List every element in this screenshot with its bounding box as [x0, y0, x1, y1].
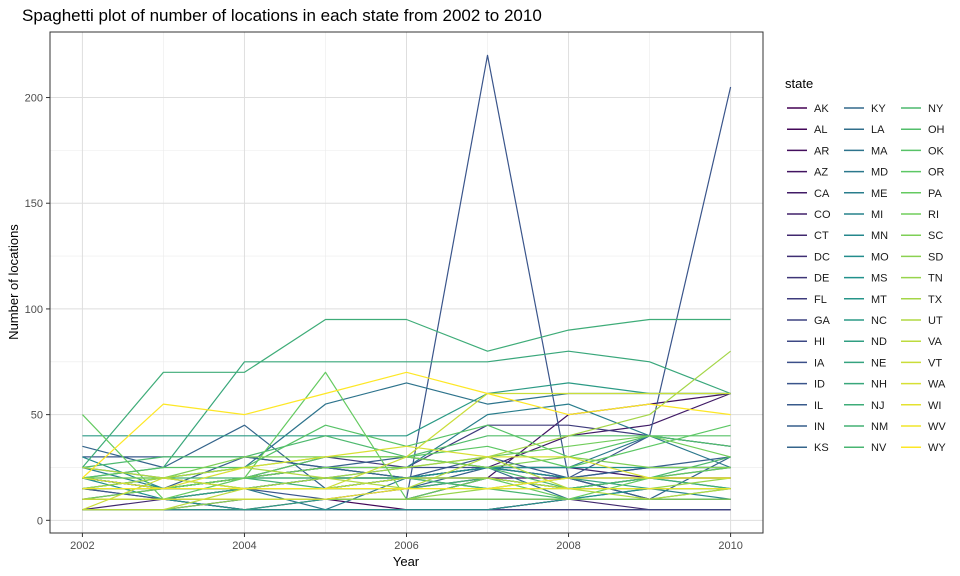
y-axis: 0 50 100 150 200: [25, 93, 50, 527]
x-axis-title: Year: [393, 554, 420, 569]
legend-label-ks: KS: [814, 442, 829, 454]
series-line-nj: [81, 318, 731, 468]
legend-label-ar: AR: [814, 145, 829, 157]
legend-label-ms: MS: [871, 273, 888, 285]
legend-label-mn: MN: [871, 230, 888, 242]
y-tick-label: 200: [25, 93, 43, 105]
legend-label-de: DE: [814, 273, 829, 285]
legend-label-me: ME: [871, 188, 888, 200]
legend-label-dc: DC: [814, 251, 830, 263]
series-line-wa: [82, 445, 731, 490]
chart-title: Spaghetti plot of number of locations in…: [22, 6, 542, 25]
legend-label-va: VA: [928, 336, 943, 348]
y-tick-label: 0: [37, 515, 43, 527]
legend-label-sc: SC: [928, 230, 943, 242]
legend-label-or: OR: [928, 167, 945, 179]
legend: state AK AL AR AZ CA CO CT DC DE FL GA HI IA ID IL IN KS…: [785, 76, 946, 454]
x-tick-label: 2008: [556, 540, 580, 552]
legend-label-wy: WY: [928, 442, 946, 454]
y-tick-label: 50: [31, 410, 43, 422]
legend-label-al: AL: [814, 124, 827, 136]
legend-label-wi: WI: [928, 400, 941, 412]
x-tick-label: 2006: [394, 540, 418, 552]
y-tick-label: 100: [25, 304, 43, 316]
legend-label-mt: MT: [871, 294, 887, 306]
y-axis-title: Number of locations: [6, 224, 21, 340]
legend-label-mo: MO: [871, 251, 889, 263]
legend-label-ny: NY: [928, 103, 944, 115]
series-line-nh: [82, 350, 731, 479]
legend-label-nm: NM: [871, 421, 888, 433]
legend-label-ut: UT: [928, 315, 943, 327]
series-line-wy: [81, 371, 731, 479]
legend-label-hi: HI: [814, 336, 825, 348]
legend-label-ct: CT: [814, 230, 829, 242]
legend-label-oh: OH: [928, 124, 945, 136]
legend-label-nd: ND: [871, 336, 887, 348]
legend-label-md: MD: [871, 167, 888, 179]
major-gridlines: [50, 32, 763, 533]
legend-title: state: [785, 76, 813, 91]
legend-label-ia: IA: [814, 357, 825, 369]
legend-label-sd: SD: [928, 251, 943, 263]
legend-label-nc: NC: [871, 315, 887, 327]
legend-label-in: IN: [814, 421, 825, 433]
series-lines: [81, 54, 732, 511]
legend-label-nh: NH: [871, 379, 887, 391]
series-line-nc: [82, 382, 731, 437]
legend-label-co: CO: [814, 209, 831, 221]
legend-label-nv: NV: [871, 442, 887, 454]
legend-label-pa: PA: [928, 188, 943, 200]
x-tick-label: 2004: [232, 540, 256, 552]
y-tick-label: 150: [25, 198, 43, 210]
legend-label-il: IL: [814, 400, 823, 412]
legend-label-ga: GA: [814, 315, 831, 327]
x-tick-label: 2010: [718, 540, 742, 552]
legend-label-nj: NJ: [871, 400, 884, 412]
legend-label-ky: KY: [871, 103, 886, 115]
legend-label-fl: FL: [814, 294, 827, 306]
legend-label-id: ID: [814, 379, 825, 391]
legend-label-ne: NE: [871, 357, 886, 369]
legend-label-ri: RI: [928, 209, 939, 221]
legend-items: AK AL AR AZ CA CO CT DC DE FL GA HI IA ID IL IN KS KY LA MA…: [787, 103, 946, 454]
legend-label-wv: WV: [928, 421, 946, 433]
legend-label-ca: CA: [814, 188, 830, 200]
x-tick-label: 2002: [70, 540, 94, 552]
legend-label-vt: VT: [928, 357, 942, 369]
legend-label-ak: AK: [814, 103, 829, 115]
legend-label-tx: TX: [928, 294, 943, 306]
legend-label-wa: WA: [928, 379, 946, 391]
series-line-wv: [82, 477, 731, 490]
legend-label-mi: MI: [871, 209, 883, 221]
legend-label-az: AZ: [814, 167, 828, 179]
legend-label-la: LA: [871, 124, 885, 136]
legend-label-ok: OK: [928, 145, 945, 157]
legend-label-ma: MA: [871, 145, 888, 157]
legend-label-tn: TN: [928, 273, 943, 285]
x-axis: 2002 2004 2006 2008 2010: [70, 533, 743, 552]
